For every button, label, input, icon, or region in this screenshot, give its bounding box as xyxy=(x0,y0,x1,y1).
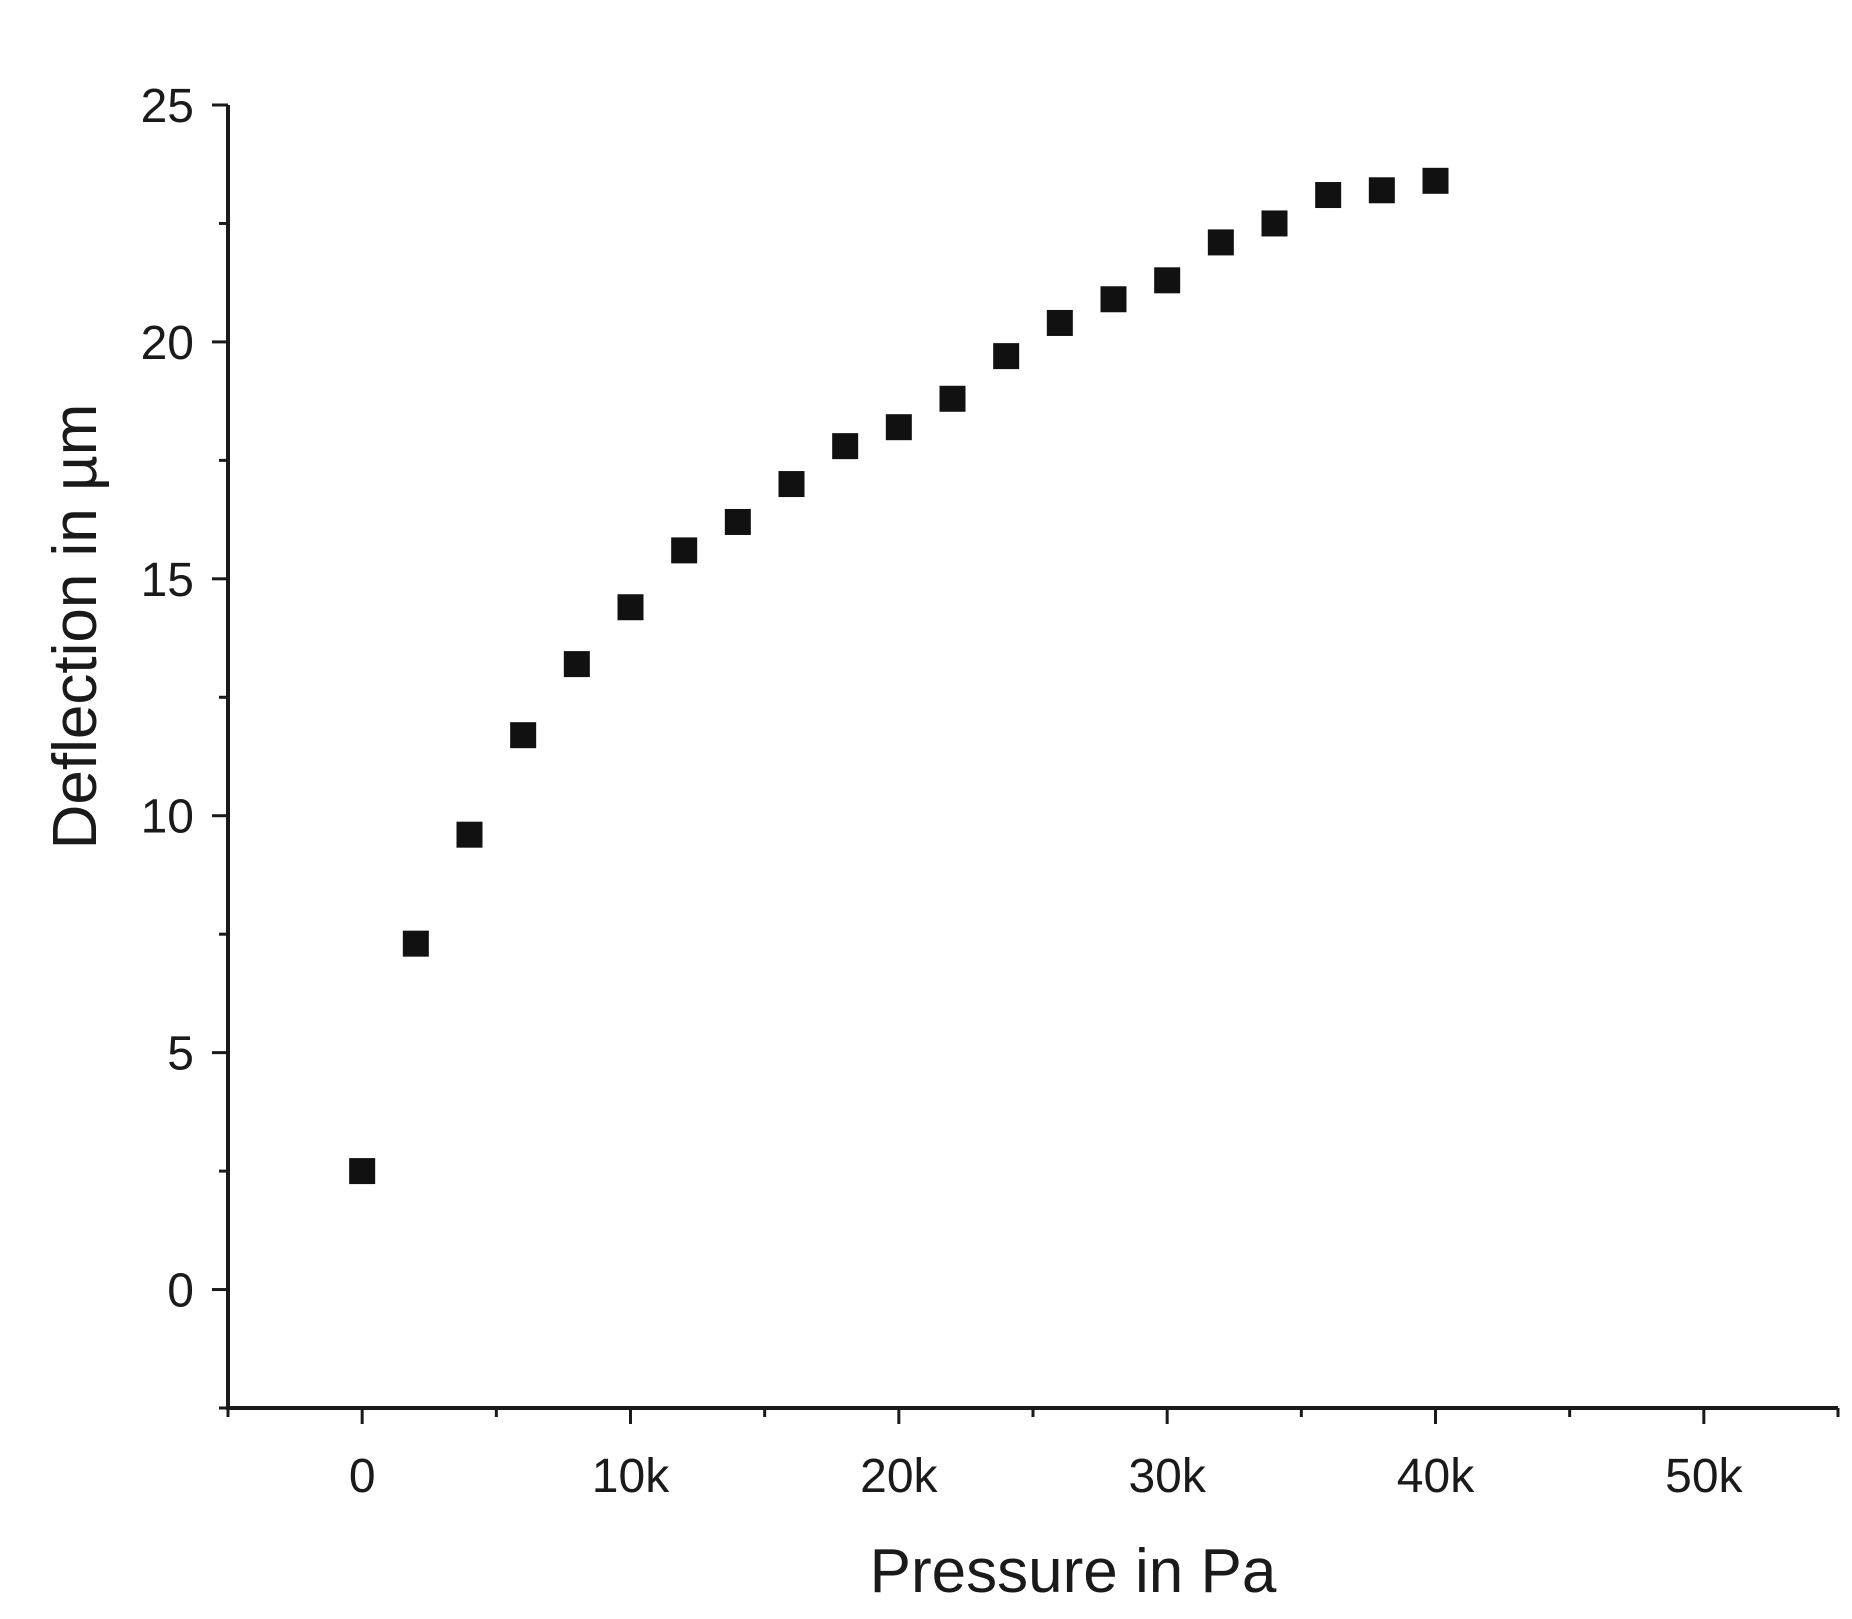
y-tick-label: 5 xyxy=(167,1028,194,1081)
data-point xyxy=(671,537,698,564)
y-tick-label: 20 xyxy=(141,317,194,370)
data-point xyxy=(402,930,429,957)
data-point xyxy=(617,594,644,621)
y-tick-label: 15 xyxy=(141,554,194,607)
data-point xyxy=(1315,182,1342,209)
data-point xyxy=(1422,167,1449,194)
y-axis-ticks: 0 5 10 15 20 25 xyxy=(141,80,228,1410)
y-tick-label: 10 xyxy=(141,791,194,844)
y-axis-title: Deflection in µm xyxy=(41,404,110,850)
data-point xyxy=(993,343,1020,370)
x-tick-label: 30k xyxy=(1128,1450,1206,1503)
data-point xyxy=(778,471,805,498)
x-tick-label: 40k xyxy=(1397,1450,1475,1503)
data-points xyxy=(349,167,1449,1185)
y-tick-label: 25 xyxy=(141,80,194,133)
x-tick-label: 0 xyxy=(349,1450,376,1503)
x-axis-title: Pressure in Pa xyxy=(870,1537,1277,1606)
data-point xyxy=(1207,229,1234,256)
x-tick-label: 10k xyxy=(592,1450,670,1503)
data-point xyxy=(456,821,483,848)
data-point xyxy=(1368,177,1395,204)
data-point xyxy=(1046,309,1073,336)
data-point xyxy=(349,1158,376,1185)
data-point xyxy=(563,651,590,678)
data-point xyxy=(724,508,751,535)
data-point xyxy=(832,433,859,460)
x-axis-ticks: 0 10k 20k 30k 40k 50k xyxy=(226,1408,1840,1503)
data-point xyxy=(1100,286,1127,313)
data-point xyxy=(510,722,537,749)
data-point xyxy=(885,414,912,441)
x-tick-label: 50k xyxy=(1665,1450,1743,1503)
x-tick-label: 20k xyxy=(860,1450,938,1503)
y-tick-label: 0 xyxy=(167,1265,194,1318)
plot-area: 0 10k 20k 30k 40k 50k 0 5 10 15 20 25 xyxy=(141,80,1840,1503)
data-point xyxy=(939,385,966,412)
data-point xyxy=(1261,210,1288,237)
data-point xyxy=(1154,267,1181,294)
